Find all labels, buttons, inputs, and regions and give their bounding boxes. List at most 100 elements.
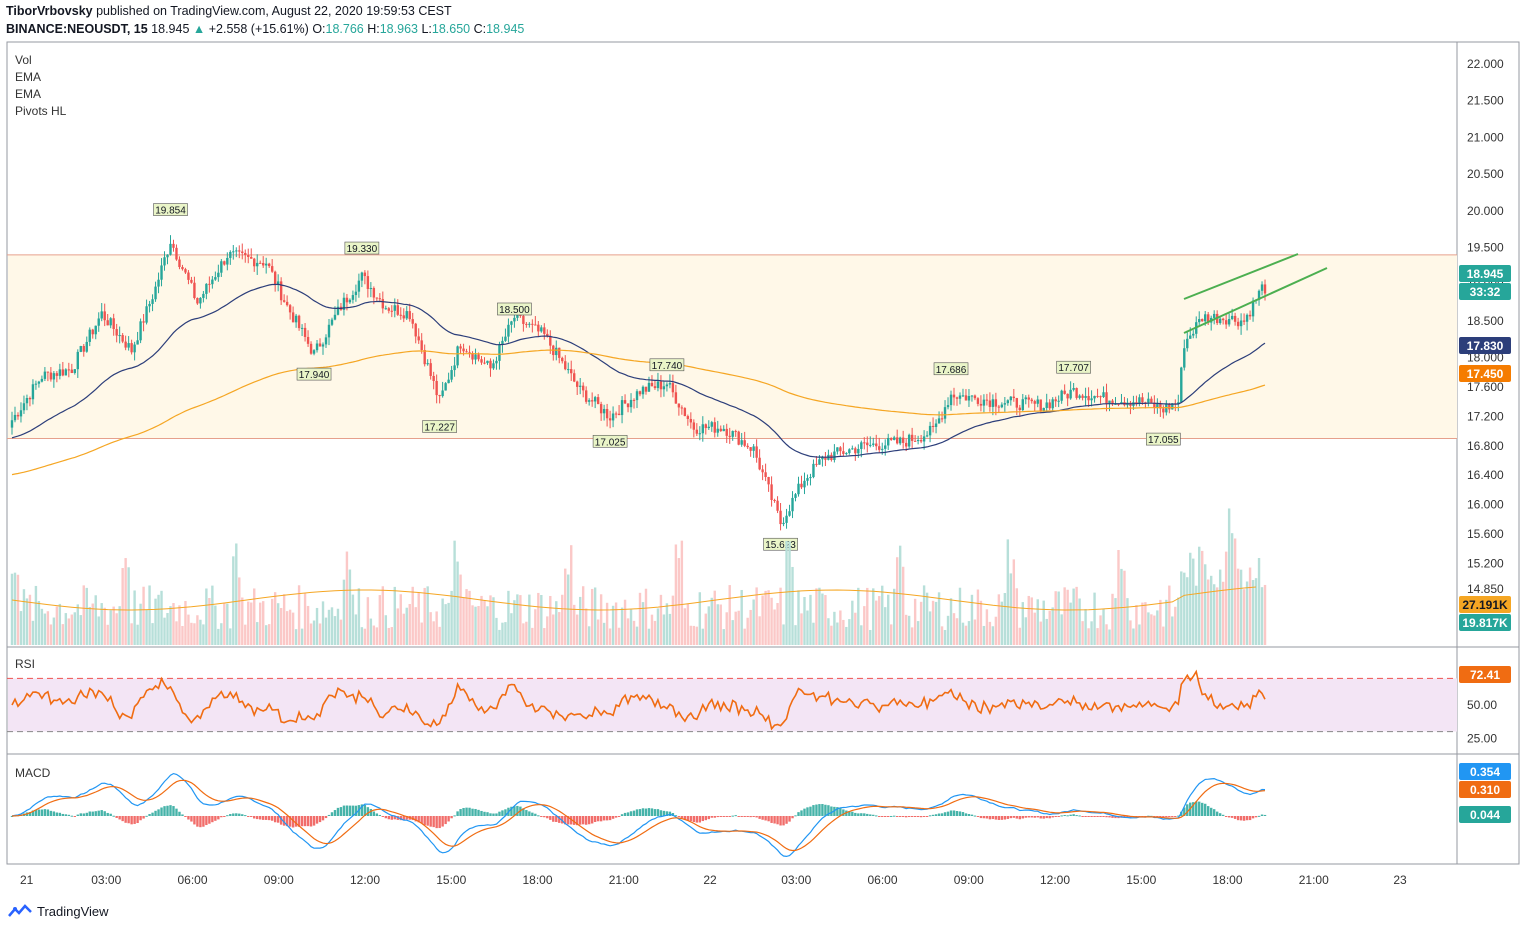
macd-histogram-bar (70, 815, 74, 817)
candle-body (1207, 314, 1210, 323)
macd-histogram-bar (961, 812, 965, 816)
volume-bar (235, 543, 238, 645)
macd-histogram-bar (638, 809, 642, 816)
volume-bar (510, 613, 513, 645)
pivot-label: 17.707 (1058, 363, 1089, 374)
x-tick-label: 15:00 (1126, 873, 1156, 887)
volume-bar (863, 606, 866, 645)
volume-bar (10, 573, 14, 645)
macd-histogram-bar (907, 816, 911, 817)
volume-bar (994, 616, 998, 645)
candle-body (686, 416, 690, 419)
volume-bar (647, 628, 651, 645)
macd-histogram-bar (713, 816, 716, 818)
volume-bar (166, 613, 169, 645)
volume-bar (1239, 569, 1243, 645)
volume-bar (815, 588, 818, 645)
volume-bar (692, 625, 696, 645)
volume-bar (525, 621, 528, 645)
macd-histogram-bar (716, 816, 719, 818)
volume-bar (821, 593, 824, 645)
candle-body (1201, 319, 1204, 322)
volume-bar (746, 617, 749, 645)
volume-bar (570, 545, 573, 645)
macd-histogram-bar (360, 804, 364, 816)
macd-histogram-bar (220, 816, 223, 818)
legend-ema-1[interactable]: EMA (15, 70, 42, 84)
macd-histogram-bar (1015, 816, 1019, 819)
volume-bar (1048, 610, 1051, 645)
volume-bar (285, 611, 289, 645)
volume-bar (112, 606, 115, 645)
candle-body (94, 325, 97, 335)
volume-bar (1090, 621, 1093, 645)
volume-bar (779, 587, 782, 645)
volume-bar (91, 603, 94, 645)
volume-bar (967, 621, 971, 645)
candle-body (49, 372, 53, 380)
macd-histogram-bar (235, 813, 238, 816)
macd-histogram-bar (247, 816, 250, 817)
candle-body (809, 477, 812, 479)
volume-bar (390, 627, 393, 645)
candle-body (501, 340, 504, 345)
macd-histogram-bar (1257, 815, 1261, 817)
volume-bar (916, 621, 920, 645)
volume-bar (830, 625, 833, 645)
volume-bar (997, 594, 1001, 645)
author-name[interactable]: TiborVrbovsky (6, 4, 93, 18)
volume-bar (797, 590, 800, 645)
volume-bar (1114, 598, 1117, 645)
tradingview-footer[interactable]: TradingView (8, 903, 109, 919)
candle-body (797, 483, 800, 495)
volume-bar (881, 585, 884, 645)
macd-histogram-bar (806, 807, 809, 816)
macd-histogram-bar (1242, 816, 1246, 821)
candle-body (1233, 315, 1237, 322)
macd-histogram-bar (656, 809, 660, 816)
pivot-label-box (344, 241, 380, 255)
volume-bar (130, 623, 133, 645)
macd-histogram-bar (749, 816, 752, 818)
macd-histogram-bar (510, 806, 513, 816)
volume-bar (677, 558, 681, 645)
macd-histogram-bar (890, 815, 893, 817)
candle-body (100, 311, 103, 319)
macd-histogram-bar (444, 816, 447, 825)
macd-histogram-bar (707, 816, 710, 820)
macd-histogram-bar (710, 816, 713, 818)
candle-body (303, 327, 307, 337)
macd-pane-label[interactable]: MACD (15, 766, 51, 780)
candle-body (402, 315, 405, 319)
volume-bar (507, 590, 510, 645)
candle-body (115, 329, 118, 336)
volume-bar (534, 609, 537, 645)
rsi-pane-label[interactable]: RSI (15, 657, 36, 671)
macd-histogram-bar (61, 813, 65, 816)
macd-histogram-bar (184, 816, 187, 817)
legend-pivots[interactable]: Pivots HL (15, 104, 67, 118)
macd-histogram-bar (773, 816, 776, 824)
y-tick-label: 17.200 (1467, 409, 1504, 423)
macd-histogram-bar (1263, 814, 1267, 816)
macd-histogram-bar (369, 808, 373, 816)
candle-body (1117, 403, 1120, 405)
candle-body (157, 279, 160, 287)
candle-body (82, 345, 85, 352)
symbol-label[interactable]: BINANCE:NEOUSDT, 15 (6, 22, 148, 36)
candle-body (875, 443, 878, 447)
volume-bar (725, 612, 728, 645)
volume-bar (429, 612, 432, 645)
macd-histogram-bar (175, 808, 178, 816)
volume-bar (453, 540, 456, 645)
macd-histogram-bar (354, 805, 358, 816)
macd-histogram-bar (154, 810, 157, 816)
legend-ema-2[interactable]: EMA (15, 87, 42, 101)
x-tick-label: 21 (20, 873, 34, 887)
legend-vol[interactable]: Vol (15, 53, 32, 67)
volume-bar (1000, 601, 1004, 645)
candle-body (510, 321, 513, 325)
macd-histogram-bar (264, 816, 268, 820)
candle-body (270, 266, 274, 272)
